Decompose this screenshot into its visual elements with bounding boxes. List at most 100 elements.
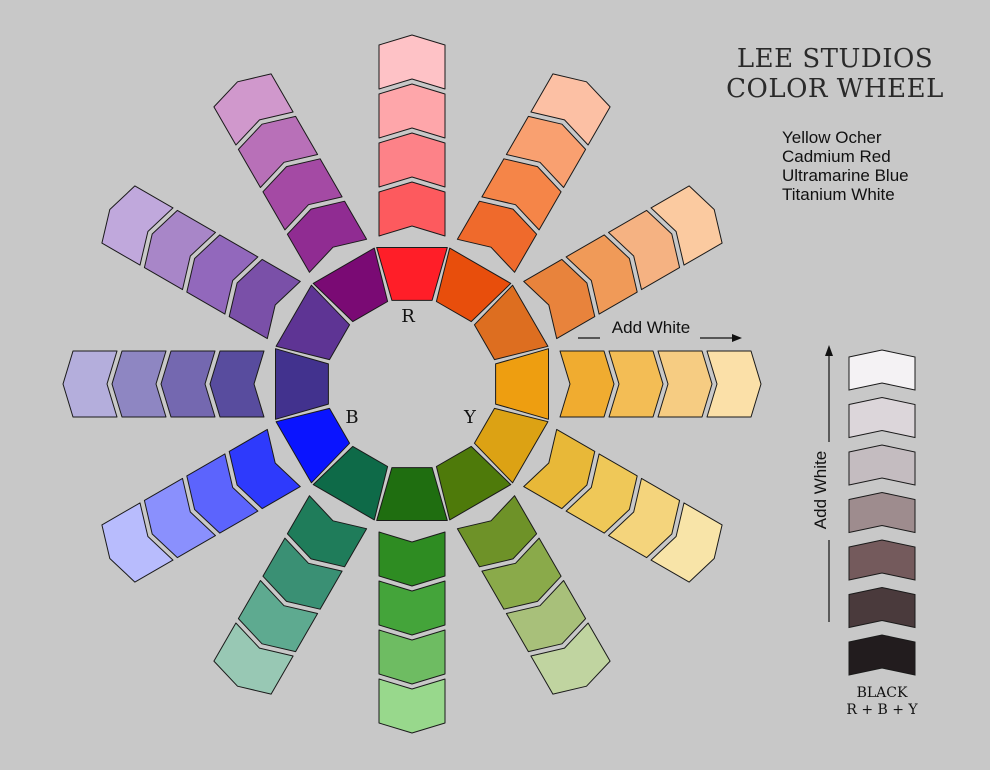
- swatch-red-violet-5: [213, 73, 294, 146]
- swatch-red-violet-2: [286, 200, 368, 273]
- swatch-yellow-green-2: [456, 495, 538, 568]
- label-y: Y: [463, 407, 477, 428]
- paint-item: Ultramarine Blue: [782, 166, 909, 185]
- swatch-violet-4: [143, 209, 216, 291]
- swatch-violet-2: [228, 258, 301, 340]
- spoke-red-orange: [435, 73, 611, 323]
- spoke-yellow-green: [435, 445, 611, 695]
- label-r: R: [401, 306, 415, 327]
- tint-scale: [848, 349, 916, 676]
- swatch-red-orange-1: [435, 247, 512, 323]
- swatch-blue-violet-2: [209, 350, 265, 418]
- swatch-yellow-green-4: [505, 580, 587, 653]
- swatch-orange-2: [523, 258, 596, 340]
- swatch-yellow-green-3: [481, 537, 562, 610]
- black-legend: BLACK R + B + Y: [842, 685, 922, 719]
- swatch-blue-2: [228, 428, 301, 510]
- spoke-blue: [101, 407, 351, 583]
- spoke-blue-green: [213, 445, 389, 695]
- swatch-red-4: [378, 83, 446, 139]
- swatch-orange-4: [608, 209, 681, 291]
- tint-swatch-3: [848, 444, 916, 486]
- swatch-yellow-orange-2: [559, 350, 615, 418]
- swatch-yellow-orange-5: [706, 350, 762, 418]
- swatch-blue-violet-3: [160, 350, 216, 418]
- tint-swatch-4: [848, 491, 916, 534]
- swatch-yellow-orange-3: [608, 350, 664, 418]
- black-label: BLACK: [856, 685, 908, 701]
- swatch-red-orange-5: [530, 73, 611, 146]
- label-b: B: [345, 407, 358, 428]
- swatch-red-5: [378, 34, 446, 90]
- swatch-yellow-orange-4: [657, 350, 713, 418]
- spoke-red-violet: [213, 73, 389, 323]
- add-white-vertical-label: Add White: [811, 451, 830, 529]
- paint-item: Yellow Ocher: [782, 128, 882, 147]
- paint-item: Titanium White: [782, 185, 895, 204]
- swatch-yellow-2: [523, 428, 596, 510]
- spoke-orange: [473, 185, 723, 361]
- swatch-red-1: [376, 247, 448, 301]
- spoke-green: [376, 467, 448, 734]
- tint-swatch-2: [848, 396, 916, 439]
- spoke-yellow-orange: [495, 348, 762, 420]
- swatch-blue-violet-4: [111, 350, 167, 418]
- swatch-blue-green-2: [286, 495, 368, 568]
- wheel-spokes: [62, 34, 762, 734]
- black-formula: R + B + Y: [846, 702, 918, 718]
- swatch-orange-5: [650, 185, 723, 266]
- swatch-yellow-4: [608, 477, 681, 559]
- spoke-red: [376, 34, 448, 301]
- swatch-green-3: [378, 580, 446, 636]
- swatch-blue-3: [186, 453, 259, 534]
- swatch-yellow-1: [473, 407, 549, 484]
- swatch-violet-3: [186, 234, 259, 315]
- swatch-green-5: [378, 678, 446, 734]
- tint-swatch-7: [848, 634, 916, 676]
- swatch-orange-3: [565, 234, 638, 315]
- swatch-green-1: [376, 467, 448, 521]
- swatch-red-orange-2: [456, 200, 538, 273]
- swatch-violet-1: [275, 284, 351, 361]
- swatch-red-2: [378, 181, 446, 237]
- swatch-blue-violet-5: [62, 350, 118, 418]
- tint-swatch-5: [848, 539, 916, 581]
- swatch-blue-green-1: [312, 445, 389, 521]
- swatch-blue-violet-1: [275, 348, 329, 420]
- paint-list: Yellow Ocher Cadmium Red Ultramarine Blu…: [782, 128, 909, 204]
- swatch-green-2: [378, 531, 446, 587]
- swatch-green-4: [378, 629, 446, 685]
- title-line-2: COLOR WHEEL: [726, 74, 944, 104]
- paint-item: Cadmium Red: [782, 147, 891, 166]
- swatch-blue-green-4: [237, 580, 319, 653]
- swatch-blue-5: [101, 502, 174, 583]
- swatch-blue-1: [275, 407, 351, 484]
- page-title: LEE STUDIOS COLOR WHEEL: [700, 44, 970, 104]
- swatch-red-violet-4: [237, 115, 319, 188]
- swatch-blue-green-3: [262, 537, 343, 610]
- title-line-1: LEE STUDIOS: [736, 44, 934, 74]
- swatch-blue-4: [143, 477, 216, 559]
- swatch-red-orange-3: [481, 158, 562, 231]
- swatch-red-3: [378, 132, 446, 188]
- swatch-violet-5: [101, 185, 174, 266]
- swatch-yellow-5: [650, 502, 723, 583]
- swatch-yellow-3: [565, 453, 638, 534]
- swatch-orange-1: [473, 284, 549, 361]
- swatch-red-orange-4: [505, 115, 587, 188]
- swatch-red-violet-3: [262, 158, 343, 231]
- spoke-blue-violet: [62, 348, 329, 420]
- add-white-vertical-arrow: Add White: [811, 345, 833, 622]
- tint-swatch-1: [848, 349, 916, 391]
- swatch-red-violet-1: [312, 247, 389, 323]
- add-white-horizontal-label: Add White: [612, 318, 690, 337]
- swatch-blue-green-5: [213, 622, 294, 695]
- tint-swatch-6: [848, 586, 916, 629]
- swatch-yellow-orange-1: [495, 348, 549, 420]
- spoke-yellow: [473, 407, 723, 583]
- swatch-yellow-green-5: [530, 622, 611, 695]
- add-white-horizontal-arrow: Add White: [578, 318, 742, 342]
- swatch-yellow-green-1: [435, 445, 512, 521]
- spoke-violet: [101, 185, 351, 361]
